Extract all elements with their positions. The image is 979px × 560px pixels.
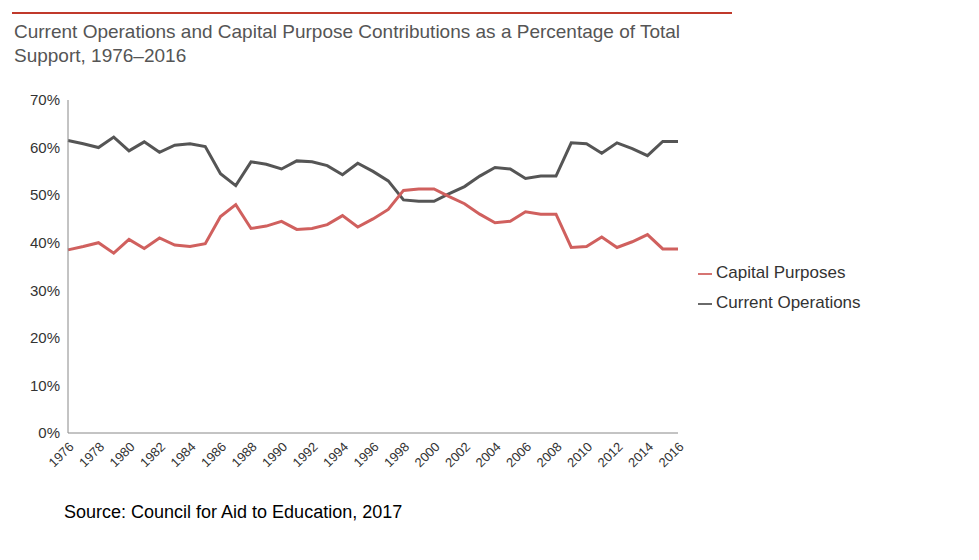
svg-text:2008: 2008 [534,439,565,470]
svg-text:2002: 2002 [442,439,473,470]
html-text:Capital Purposes: Capital Purposes [716,263,846,282]
svg-text:50%: 50% [30,186,60,203]
svg-text:1978: 1978 [76,439,107,470]
svg-text:1988: 1988 [229,439,260,470]
svg-text:2014: 2014 [625,439,656,470]
svg-text:1980: 1980 [107,439,138,470]
svg-text:2006: 2006 [503,439,534,470]
svg-text:10%: 10% [30,377,60,394]
svg-text:20%: 20% [30,329,60,346]
svg-text:1996: 1996 [351,439,382,470]
svg-text:1982: 1982 [137,439,168,470]
svg-text:2000: 2000 [412,439,443,470]
svg-text:2016: 2016 [656,439,687,470]
svg-text:30%: 30% [30,282,60,299]
svg-text:70%: 70% [30,91,60,108]
svg-text:2012: 2012 [595,439,626,470]
svg-text:1986: 1986 [198,439,229,470]
html-text:Current Operations: Current Operations [716,293,861,312]
svg-text:1990: 1990 [259,439,290,470]
svg-text:0%: 0% [38,424,60,441]
svg-text:1998: 1998 [381,439,412,470]
html-text:Source: Council for Aid to Edu: Source: Council for Aid to Education, 20… [64,502,403,522]
html-text:Current Operations and Capital: Current Operations and Capital Purpose C… [14,21,681,66]
svg-text:2010: 2010 [564,439,595,470]
svg-text:40%: 40% [30,234,60,251]
svg-text:1984: 1984 [168,439,199,470]
svg-text:60%: 60% [30,139,60,156]
svg-text:1976: 1976 [46,439,77,470]
svg-text:2004: 2004 [473,439,504,470]
svg-text:1994: 1994 [320,439,351,470]
svg-text:1992: 1992 [290,439,321,470]
